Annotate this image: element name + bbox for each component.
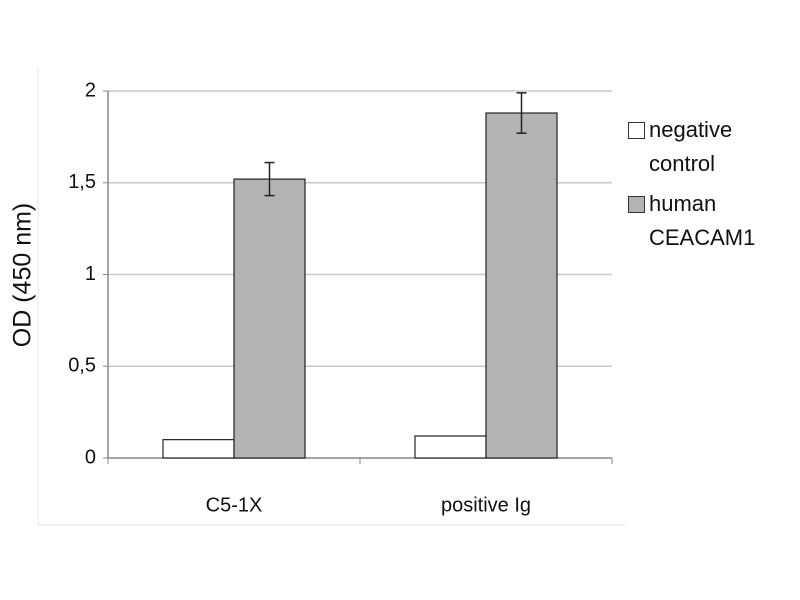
bar — [485, 112, 558, 459]
x-tick-label: C5-1X — [206, 494, 263, 516]
y-tick-label: 1 — [85, 263, 96, 285]
legend-label: human CEACAM1 — [649, 191, 756, 250]
y-tick-label: 2 — [85, 79, 96, 101]
bar — [162, 439, 235, 459]
y-tick-label: 0 — [85, 446, 96, 468]
legend-item: human CEACAM1 — [628, 187, 788, 255]
bar — [414, 435, 487, 459]
legend-label: negative control — [649, 117, 733, 176]
legend-item: negative control — [628, 113, 788, 181]
legend-swatch — [628, 196, 645, 213]
bar — [233, 178, 306, 459]
error-bar — [516, 92, 527, 134]
y-tick-label: 0,5 — [68, 355, 96, 377]
error-bar — [264, 161, 275, 197]
y-tick-label: 1,5 — [68, 171, 96, 193]
legend-swatch — [628, 122, 645, 139]
y-axis-label: OD (450 nm) — [9, 203, 37, 347]
x-tick-label: positive Ig — [441, 494, 531, 516]
